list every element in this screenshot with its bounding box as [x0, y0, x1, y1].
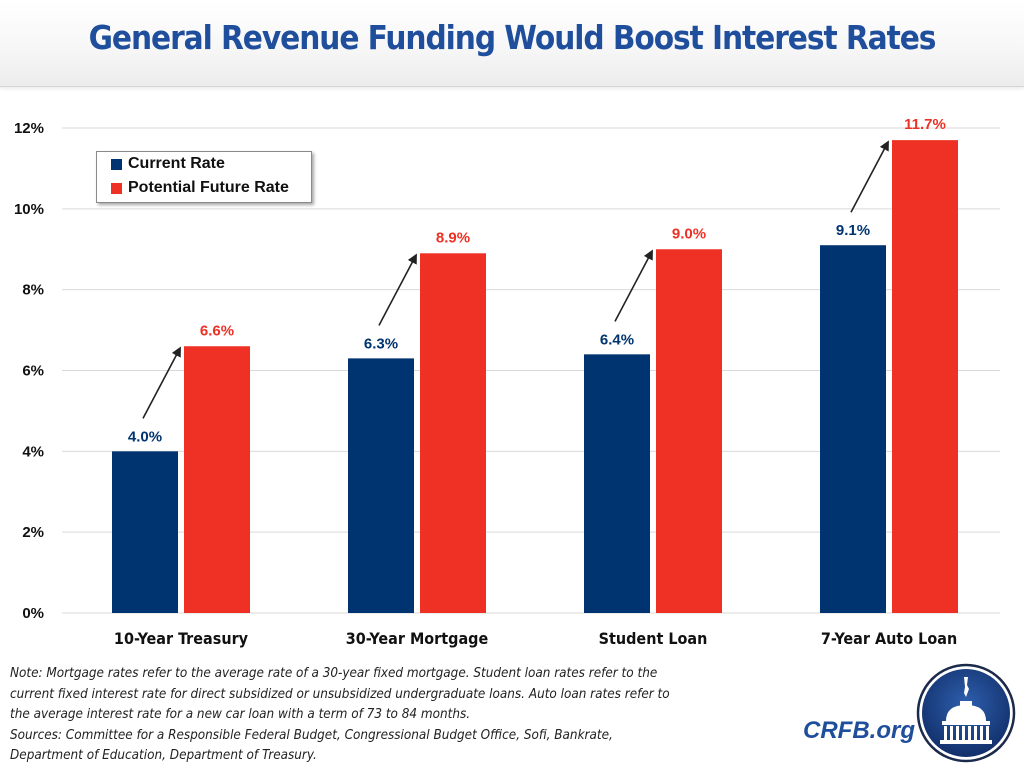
data-label-current: 9.1%	[836, 222, 870, 239]
y-tick-label: 10%	[14, 201, 44, 218]
legend-label: Current Rate	[128, 155, 225, 172]
bar-future-rate	[892, 140, 958, 613]
x-category-label: 10-Year Treasury	[114, 629, 249, 648]
footnote: Note: Mortgage rates refer to the averag…	[10, 664, 770, 767]
brand-link[interactable]: CRFB.org	[803, 717, 915, 744]
y-tick-label: 12%	[14, 120, 44, 137]
bar-current-rate	[112, 451, 178, 613]
bar-future-rate	[420, 253, 486, 613]
y-tick-label: 4%	[22, 443, 44, 460]
legend-item-current-rate: Current Rate	[111, 155, 225, 173]
x-category-label: Student Loan	[599, 629, 708, 648]
bar-chart: 0% 2% 4% 6% 8% 10% 12% 4.0% 6.6% 6.3% 8.9% 6.4% 9.0…	[14, 116, 1000, 648]
y-tick-label: 0%	[22, 605, 44, 622]
x-category-label: 30-Year Mortgage	[346, 629, 489, 648]
header-bar: General Revenue Funding Would Boost Inte…	[0, 0, 1024, 87]
data-label-current: 4.0%	[128, 428, 162, 445]
x-axis-categories: 10-Year Treasury 30-Year Mortgage Student …	[114, 629, 957, 648]
y-tick-label: 6%	[22, 363, 44, 380]
data-label-future: 8.9%	[436, 229, 470, 246]
y-tick-label: 2%	[22, 524, 44, 541]
arrow-annotation	[614, 249, 653, 322]
legend-swatch-current	[111, 158, 122, 170]
legend-item-future-rate: Potential Future Rate	[111, 179, 289, 197]
bar-current-rate	[348, 358, 414, 613]
arrow-annotation	[378, 253, 417, 326]
x-category-label: 7-Year Auto Loan	[821, 629, 957, 648]
arrows	[142, 140, 889, 419]
data-label-current: 6.3%	[364, 335, 398, 352]
arrow-annotation	[850, 140, 889, 213]
data-label-future: 11.7%	[904, 116, 946, 133]
bar-future-rate	[184, 346, 250, 613]
y-tick-label: 8%	[22, 282, 44, 299]
capitol-dome-icon	[916, 663, 1016, 763]
arrow-annotation	[142, 346, 181, 419]
note-line: current fixed interest rate for direct s…	[10, 686, 670, 702]
legend-label: Potential Future Rate	[128, 179, 289, 196]
sources-line: Department of Education, Department of T…	[10, 748, 317, 763]
note-line: the average interest rate for a new car …	[10, 707, 471, 722]
page-title: General Revenue Funding Would Boost Inte…	[88, 18, 937, 57]
note-line: Note: Mortgage rates refer to the averag…	[10, 666, 658, 681]
y-axis-ticks: 0% 2% 4% 6% 8% 10% 12%	[14, 120, 44, 622]
chart-legend: Current Rate Potential Future Rate	[96, 151, 312, 203]
sources-line: Sources: Committee for a Responsible Fed…	[10, 727, 613, 743]
bars	[112, 140, 958, 614]
data-labels: 4.0% 6.6% 6.3% 8.9% 6.4% 9.0% 9.1% 11.7%	[128, 116, 946, 445]
bar-current-rate	[820, 245, 886, 614]
data-label-future: 6.6%	[200, 322, 234, 339]
legend-swatch-future	[111, 182, 122, 194]
bar-future-rate	[656, 249, 722, 613]
data-label-current: 6.4%	[600, 331, 634, 348]
bar-current-rate	[584, 354, 650, 613]
data-label-future: 9.0%	[672, 225, 706, 242]
